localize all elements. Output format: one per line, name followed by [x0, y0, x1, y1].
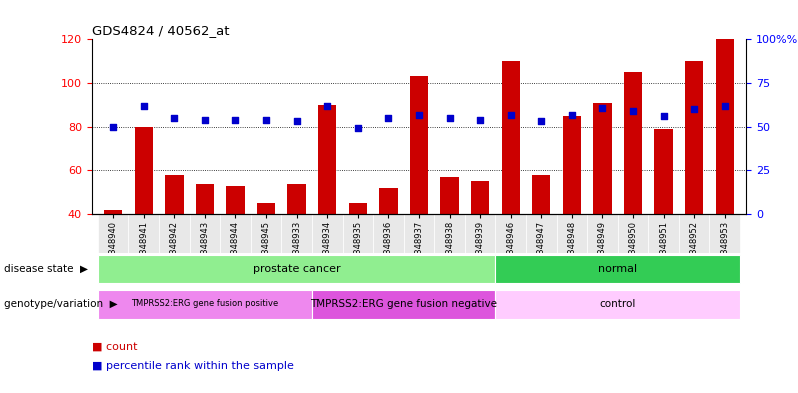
Text: TMPRSS2:ERG gene fusion negative: TMPRSS2:ERG gene fusion negative [310, 299, 497, 309]
Point [351, 125, 364, 132]
Bar [618, 214, 648, 283]
Bar [196, 184, 214, 214]
Point [626, 108, 639, 114]
Bar [624, 72, 642, 214]
Point [229, 117, 242, 123]
Point [474, 117, 487, 123]
Bar [716, 39, 734, 214]
Bar [135, 127, 153, 214]
Bar [434, 214, 464, 283]
Bar [593, 103, 611, 214]
Bar [165, 175, 184, 214]
Text: control: control [599, 299, 636, 309]
Bar [471, 182, 489, 214]
Text: TMPRSS2:ERG gene fusion positive: TMPRSS2:ERG gene fusion positive [132, 299, 279, 309]
Bar [128, 214, 159, 283]
Bar [501, 61, 519, 214]
Bar [98, 290, 312, 319]
Bar [654, 129, 673, 214]
Point [443, 115, 456, 121]
Bar [98, 255, 496, 283]
Bar [312, 290, 496, 319]
Bar [648, 214, 679, 283]
Bar [410, 77, 428, 214]
Point [688, 106, 701, 112]
Point [321, 103, 334, 109]
Bar [526, 214, 556, 283]
Bar [373, 214, 404, 283]
Bar [679, 214, 709, 283]
Point [290, 118, 303, 125]
Text: prostate cancer: prostate cancer [253, 264, 341, 274]
Bar [496, 290, 740, 319]
Point [382, 115, 395, 121]
Point [413, 111, 425, 118]
Point [168, 115, 180, 121]
Bar [496, 255, 740, 283]
Bar [282, 214, 312, 283]
Bar [464, 214, 496, 283]
Bar [251, 214, 282, 283]
Bar [98, 214, 128, 283]
Bar [709, 214, 740, 283]
Bar [287, 184, 306, 214]
Text: genotype/variation  ▶: genotype/variation ▶ [4, 299, 117, 309]
Bar [312, 214, 342, 283]
Point [199, 117, 211, 123]
Point [658, 113, 670, 119]
Bar [220, 214, 251, 283]
Bar [159, 214, 190, 283]
Text: normal: normal [598, 264, 638, 274]
Bar [349, 203, 367, 214]
Bar [104, 210, 122, 214]
Point [504, 111, 517, 118]
Text: GDS4824 / 40562_at: GDS4824 / 40562_at [92, 24, 229, 37]
Bar [318, 105, 337, 214]
Bar [190, 214, 220, 283]
Bar [257, 203, 275, 214]
Bar [685, 61, 703, 214]
Point [137, 103, 150, 109]
Text: disease state  ▶: disease state ▶ [4, 264, 88, 274]
Bar [379, 188, 397, 214]
Text: ■ count: ■ count [92, 342, 137, 352]
Text: ■ percentile rank within the sample: ■ percentile rank within the sample [92, 362, 294, 371]
Bar [404, 214, 434, 283]
Bar [532, 175, 551, 214]
Point [566, 111, 579, 118]
Point [718, 103, 731, 109]
Point [259, 117, 272, 123]
Bar [496, 214, 526, 283]
Bar [440, 177, 459, 214]
Bar [587, 214, 618, 283]
Point [535, 118, 547, 125]
Point [596, 105, 609, 111]
Bar [563, 116, 581, 214]
Bar [227, 186, 245, 214]
Point [107, 123, 120, 130]
Bar [342, 214, 373, 283]
Bar [556, 214, 587, 283]
